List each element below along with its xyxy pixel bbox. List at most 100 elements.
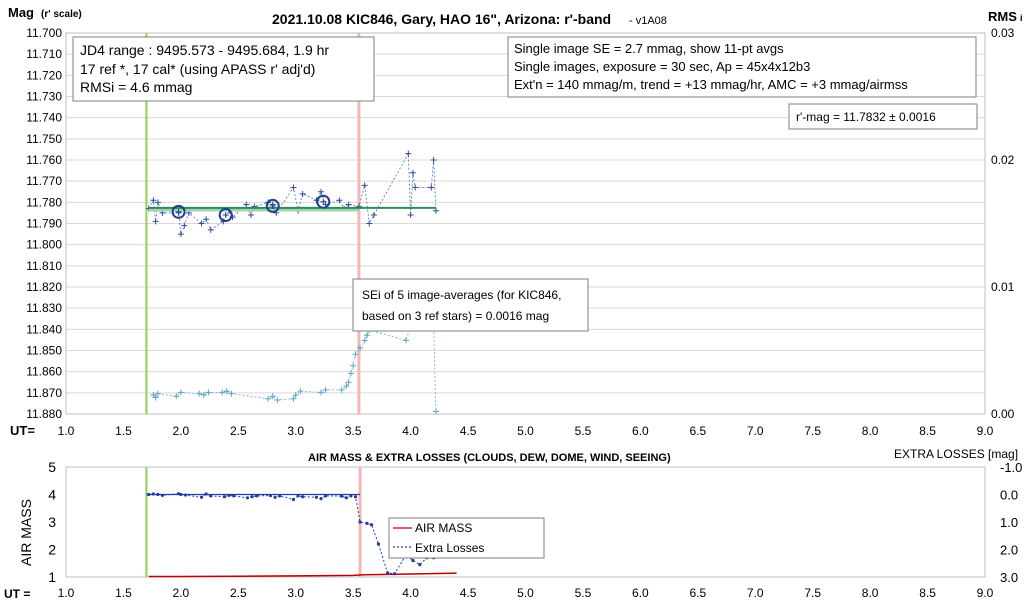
rms-point [318, 389, 325, 396]
top-y-tick-label: 11.760 [26, 153, 62, 167]
top-x-tick-label: 7.0 [747, 424, 764, 438]
average-point [218, 208, 233, 223]
bottom-y-right-axis-label: EXTRA LOSSES [mag] [894, 447, 1018, 461]
rms-point [363, 332, 370, 339]
bottom-x-tick-label: 3.0 [287, 586, 304, 600]
top-x-tick-label: 3.0 [287, 424, 304, 438]
average-point [171, 204, 186, 219]
chart-subtitle: - v1A08 [629, 15, 667, 27]
y-axis-label: Mag [8, 5, 34, 20]
rms-point [432, 408, 439, 415]
single-image-point [405, 150, 412, 157]
single-image-point [150, 197, 157, 204]
rms-point [228, 390, 235, 397]
rms-point [177, 389, 184, 396]
single-image-point [154, 199, 161, 206]
extra-losses-point [255, 494, 259, 498]
bottom-y-right-tick-label: 3.0 [1000, 570, 1018, 585]
rms-point [297, 388, 304, 395]
single-image-point [181, 222, 188, 229]
top-y-tick-label: 11.800 [26, 238, 62, 252]
top-y-right-tick-label: 0.03 [991, 26, 1015, 40]
air-mass-line [148, 572, 457, 578]
extra-losses-point [291, 497, 296, 502]
extra-losses-point [301, 495, 305, 499]
extra-losses-point [392, 572, 397, 576]
extra-losses-point [273, 495, 277, 499]
top-x-tick-label: 5.0 [517, 424, 534, 438]
top-x-tick-label: 1.5 [115, 424, 132, 438]
extra-losses-point [179, 492, 183, 497]
y-axis-sublabel: (r' scale) [41, 9, 82, 20]
legend-label-air-mass: AIR MASS [415, 521, 472, 535]
single-image-point [430, 157, 437, 163]
bottom-x-tick-label: 6.5 [689, 586, 706, 600]
extra-losses-point [340, 494, 344, 498]
top-x-tick-label: 8.0 [862, 424, 879, 438]
rms-point [196, 390, 203, 397]
top-plot-area [65, 32, 986, 415]
rms-point [265, 395, 272, 402]
extra-losses-point [365, 521, 369, 525]
result-box [788, 103, 978, 130]
single-image-point [366, 220, 373, 227]
bottom-y-tick-label: 5 [48, 459, 56, 475]
extra-losses-point [358, 520, 362, 524]
rms-point [338, 386, 345, 393]
single-image-point [428, 184, 435, 191]
top-y-tick-label: 11.770 [26, 174, 62, 188]
top-y-tick-label: 11.740 [26, 111, 62, 125]
average-point [265, 198, 280, 213]
rms-point [290, 395, 297, 402]
top-y-tick-label: 11.700 [26, 26, 62, 40]
extra-losses-point [344, 496, 348, 500]
top-y-right-tick-label: 0.02 [991, 153, 1015, 167]
top-y-tick-label: 11.720 [26, 68, 62, 82]
top-y-tick-label: 11.880 [26, 407, 62, 421]
single-image-point [409, 169, 416, 176]
top-y-tick-label: 11.860 [26, 365, 62, 379]
top-y-right-tick-label: 0.00 [991, 407, 1015, 421]
single-image-point [370, 212, 377, 219]
bottom-x-axis-label: UT = [4, 587, 30, 601]
top-x-tick-label: 3.5 [345, 424, 362, 438]
bottom-x-tick-label: 7.5 [804, 586, 821, 600]
extra-losses-point [245, 496, 250, 500]
bottom-x-tick-label: 8.0 [862, 586, 879, 600]
bottom-y-tick-label: 3 [48, 514, 56, 530]
top-x-tick-label: 2.0 [173, 424, 190, 438]
average-point-cross [320, 198, 327, 205]
single-image-point [299, 190, 306, 197]
bottom-y-right-tick-label: 1.0 [1000, 515, 1018, 530]
top-x-tick-label: 6.0 [632, 424, 649, 438]
bottom-chart: 1 2 3 4 5 -1.0 0.0 1.0 2.0 3.0 1.0 1.5 2.0 2.5 3.0 3.… [4, 447, 1022, 601]
bottom-y-tick-labels: 1 2 3 4 5 [48, 459, 56, 585]
top-y-tick-label: 11.730 [26, 90, 62, 104]
info-box-left [72, 36, 375, 102]
bottom-y-right-tick-label: -1.0 [1000, 460, 1022, 475]
extra-losses-point [227, 493, 231, 497]
bottom-y-tick-label: 4 [48, 487, 56, 503]
extra-losses-point [268, 494, 273, 498]
bottom-y-axis-label: AIR MASS [18, 499, 34, 566]
rms-point [292, 391, 299, 398]
rms-point [154, 390, 161, 397]
y-right-axis-sublabel: i [1020, 13, 1023, 23]
extra-losses-point [160, 493, 165, 497]
annotation-box [352, 278, 589, 332]
rms-point [173, 393, 180, 400]
bottom-x-tick-label: 5.5 [575, 586, 592, 600]
single-image-point [243, 201, 250, 208]
rms-point [200, 391, 207, 398]
top-y-tick-label: 11.780 [26, 195, 62, 209]
bottom-x-tick-label: 2.5 [230, 586, 247, 600]
bottom-x-tick-label: 4.5 [460, 586, 477, 600]
top-x-tick-label: 1.0 [58, 424, 75, 438]
bottom-x-tick-label: 6.0 [632, 586, 649, 600]
single-image-point [152, 218, 159, 225]
average-point-cross [222, 212, 229, 219]
info-box-right [507, 36, 977, 98]
top-y-tick-label: 11.810 [26, 259, 62, 273]
bottom-x-tick-label: 2.0 [173, 586, 190, 600]
bottom-x-tick-labels: 1.0 1.5 2.0 2.5 3.0 3.5 4.0 4.5 5.0 5.5 6.0 6.5 7.0 7… [58, 586, 994, 600]
